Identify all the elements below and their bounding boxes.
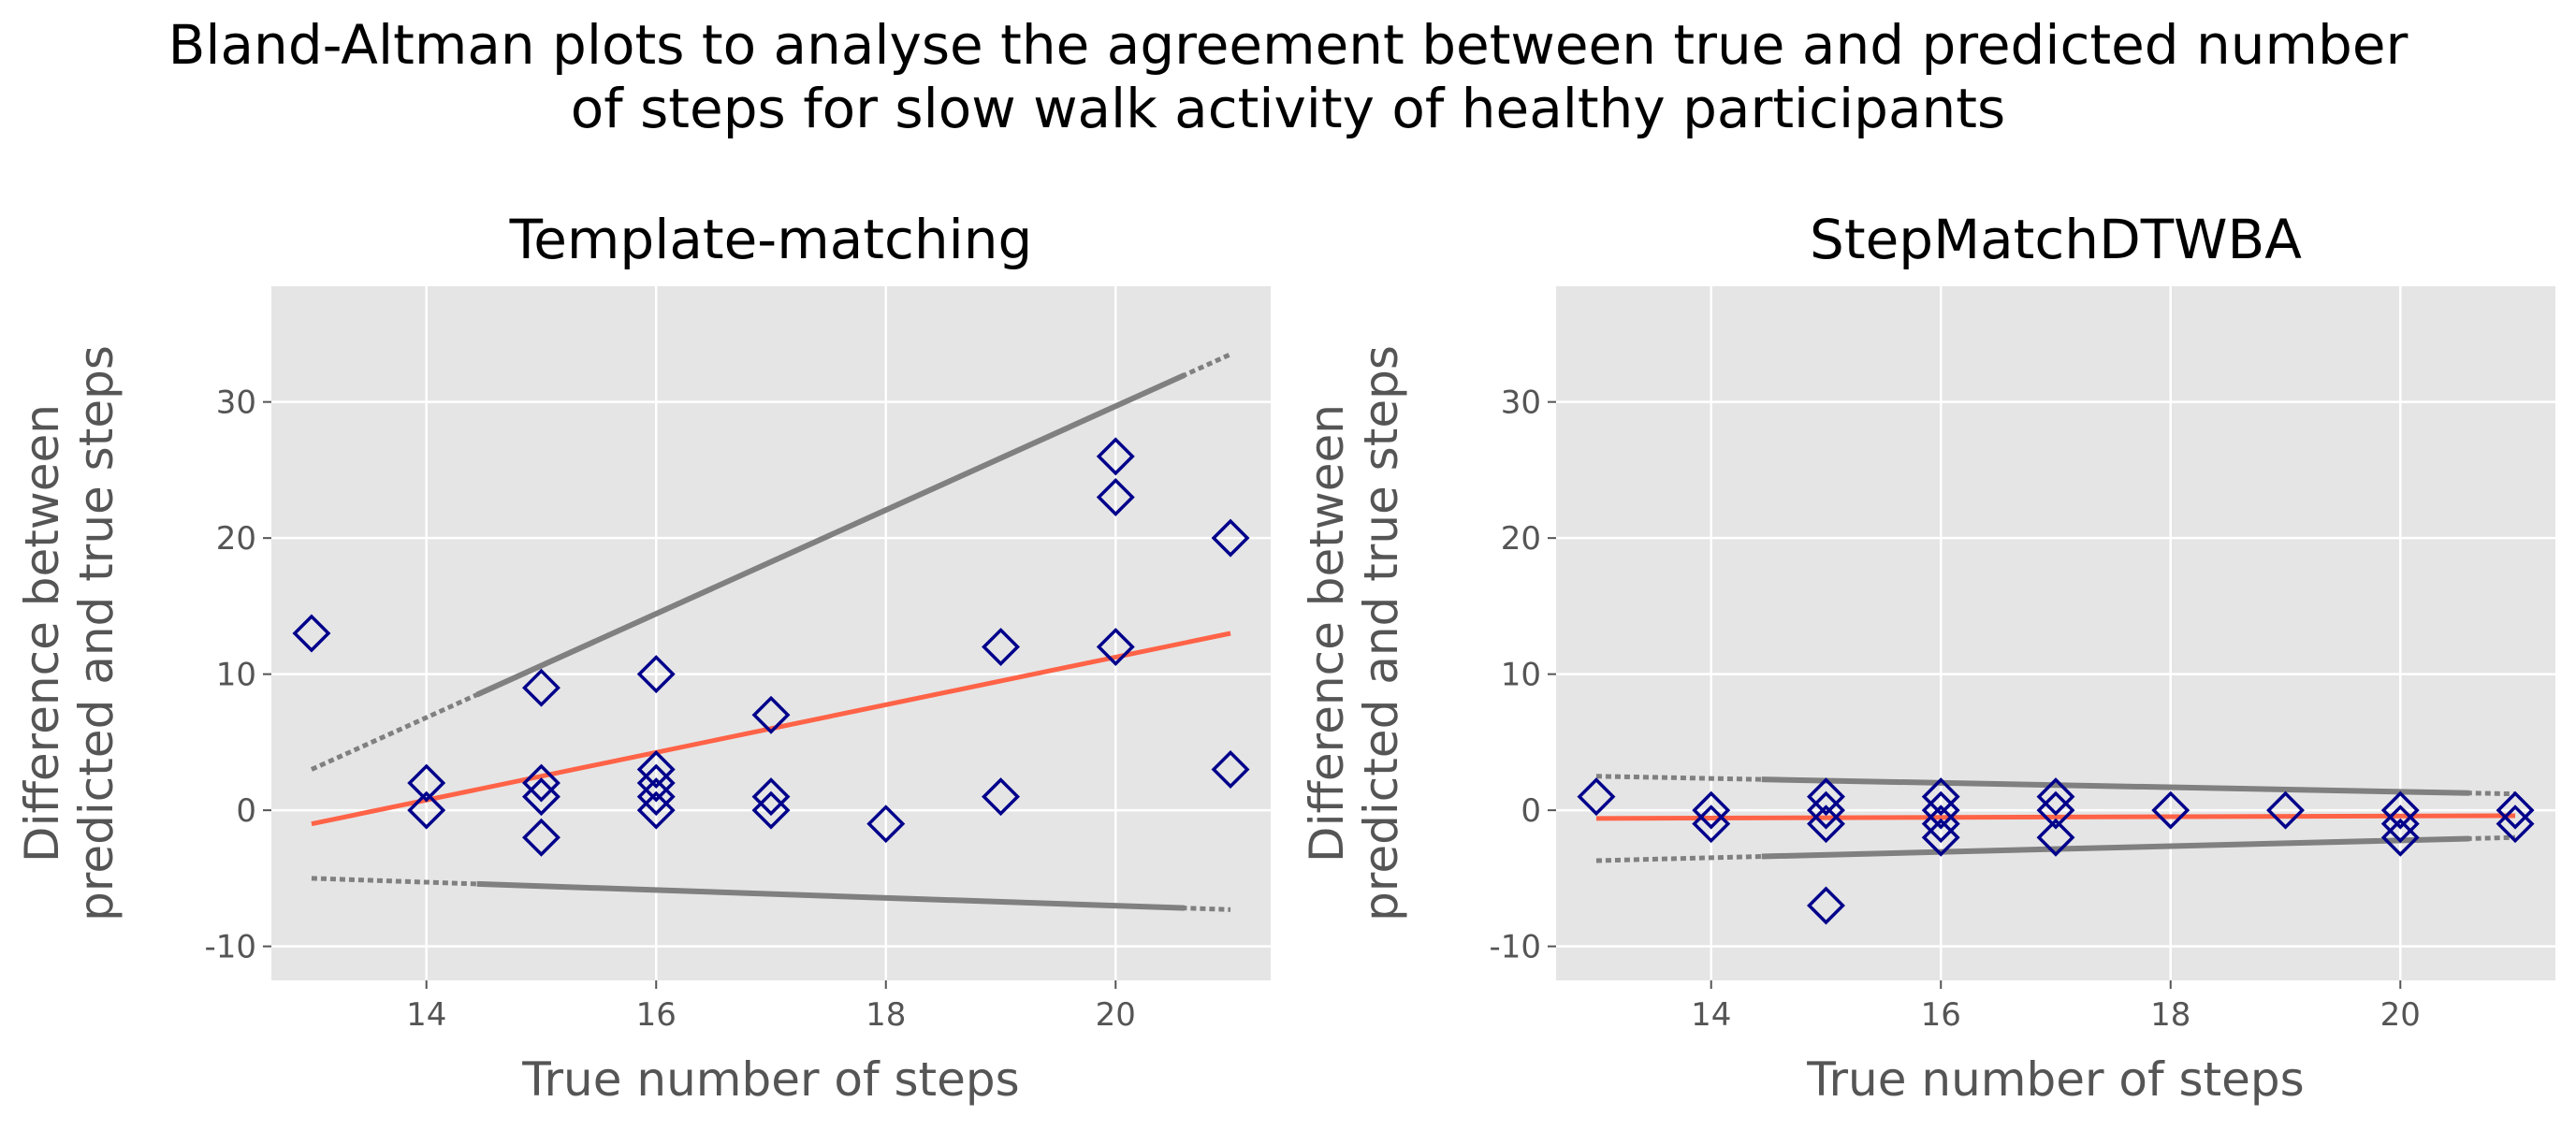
data-point [2380,818,2420,857]
data-point [636,750,676,789]
x-axis-label: True number of steps [1806,1052,2304,1107]
data-point [1807,777,1845,817]
data-point [522,777,560,817]
data-point [1807,886,1845,925]
data-point [522,668,560,707]
data-point [2496,805,2535,844]
data-point [982,628,1020,667]
y-tick-label: 10 [216,657,256,694]
y-axis-label-line-1: Difference between [15,404,69,863]
y-tick-label: 30 [1501,384,1541,422]
data-point [2380,790,2420,830]
y-tick-label: 10 [1501,657,1541,694]
data-point [1211,750,1250,789]
figure-title-line-1: Bland-Altman plots to analyse the agreem… [167,13,2409,77]
upper-limit-line [475,372,1186,698]
x-tick-label: 16 [636,996,677,1034]
data-point [2151,790,2190,830]
plot-panel-1: 14 16 18 20 -10 0 10 20 30 Template-matching True … [15,208,1271,1107]
lower-limit-line [1761,835,2470,860]
x-tick-label: 14 [1691,996,1731,1034]
data-point [292,614,331,653]
data-point [751,790,791,830]
data-point [751,695,791,734]
data-point [866,805,906,844]
data-point [522,763,560,803]
x-tick-label: 16 [1921,996,1961,1034]
data-point [2036,818,2075,857]
data-point [1921,790,1960,830]
data-point [1807,790,1845,830]
figure-title: Bland-Altman plots to analyse the agreem… [0,13,2576,140]
x-axis-label: True number of steps [521,1052,1019,1107]
data-point [2266,790,2305,830]
y-tick-label: 20 [216,520,256,558]
data-point [522,818,560,857]
data-point [1692,805,1731,844]
data-point [1096,437,1135,476]
x-tick-label: 18 [866,996,906,1034]
data-point [636,763,676,803]
data-point [1211,518,1250,558]
data-point [1807,805,1845,844]
y-tick-label: -10 [204,929,256,966]
x-tick-label: 14 [406,996,446,1034]
data-point [1921,805,1960,844]
data-point [1921,777,1960,817]
upper-limit-line [1761,776,2469,796]
data-point [1692,790,1731,830]
figure-title-line-2: of steps for slow walk activity of healt… [570,77,2006,140]
lower-limit-line [476,880,1186,911]
plot-panel-2: 14 16 18 20 -10 0 10 20 30 StepMatchDTWBA True num… [1300,208,2555,1107]
data-point [636,655,676,694]
y-axis-label-line-1: Difference between [1300,404,1354,863]
y-tick-label: 20 [1501,520,1541,558]
plot-area-background [1556,286,2555,980]
y-tick-label: 0 [1521,792,1541,830]
data-point [636,777,676,817]
data-point [2036,790,2075,830]
y-tick-label: -10 [1489,929,1541,966]
panel-title: Template-matching [509,208,1033,271]
data-point [1921,818,1960,857]
y-axis-label-line-2: predicted and true steps [69,345,124,921]
x-tick-label: 20 [2380,996,2421,1034]
regression-line [1595,813,2516,821]
data-point [636,790,676,830]
x-tick-label: 18 [2150,996,2190,1034]
data-point [1096,628,1135,667]
data-point [2036,777,2075,817]
regression-line [311,631,1231,827]
data-point [2380,805,2420,844]
data-point [2496,790,2535,830]
data-point [1096,478,1135,516]
y-tick-label: 0 [236,792,256,830]
data-point [751,777,791,817]
data-point [982,777,1020,817]
data-point [407,790,446,830]
y-axis-label-line-2: predicted and true steps [1354,345,1408,921]
x-tick-label: 20 [1096,996,1136,1034]
data-point [1577,777,1616,817]
y-tick-label: 30 [216,384,256,422]
data-point [407,763,446,803]
panel-title: StepMatchDTWBA [1810,208,2302,271]
